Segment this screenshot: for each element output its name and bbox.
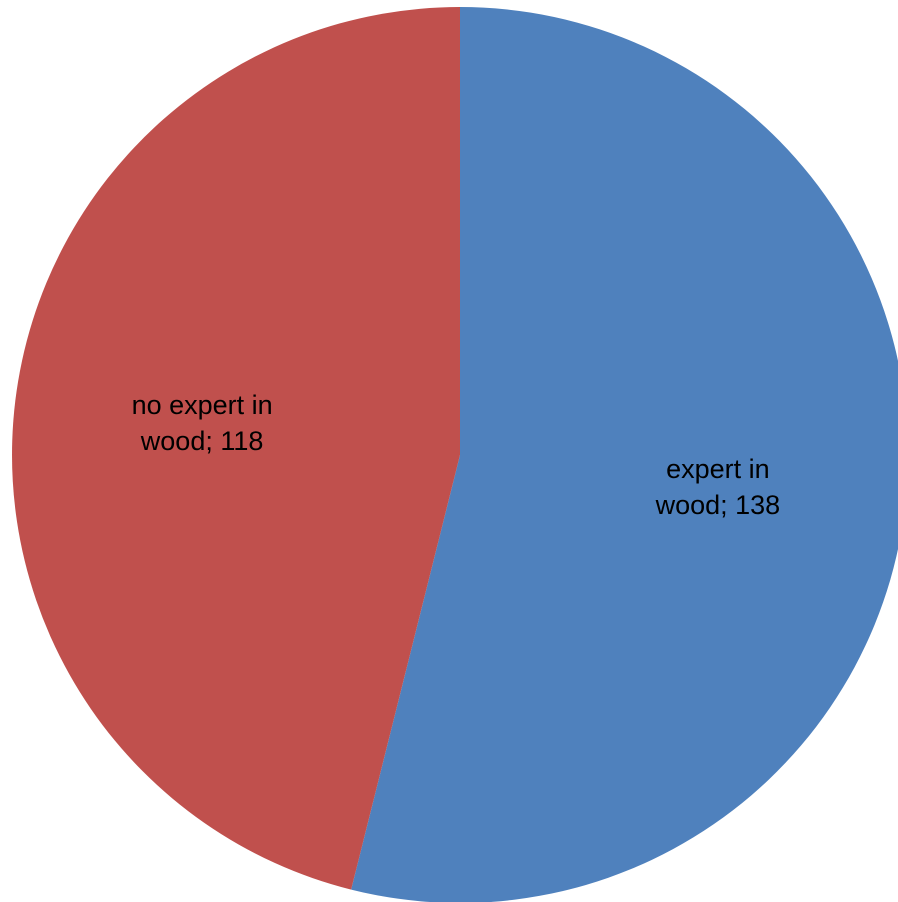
- slice-label-line: no expert in: [132, 390, 273, 420]
- pie-slice-no-expert-in-wood: [12, 7, 460, 890]
- slice-label-line: expert in: [666, 454, 770, 484]
- slice-label-expert-in-wood: expert in wood; 138: [655, 454, 781, 520]
- slice-label-line: wood; 118: [140, 426, 264, 456]
- slice-label-no-expert-in-wood: no expert in wood; 118: [132, 390, 273, 456]
- slices-layer: [12, 7, 898, 902]
- labels-layer: expert in wood; 138 no expert in wood; 118: [132, 390, 781, 520]
- slice-label-line: wood; 138: [655, 490, 781, 520]
- pie-slice-expert-in-wood: [351, 7, 898, 902]
